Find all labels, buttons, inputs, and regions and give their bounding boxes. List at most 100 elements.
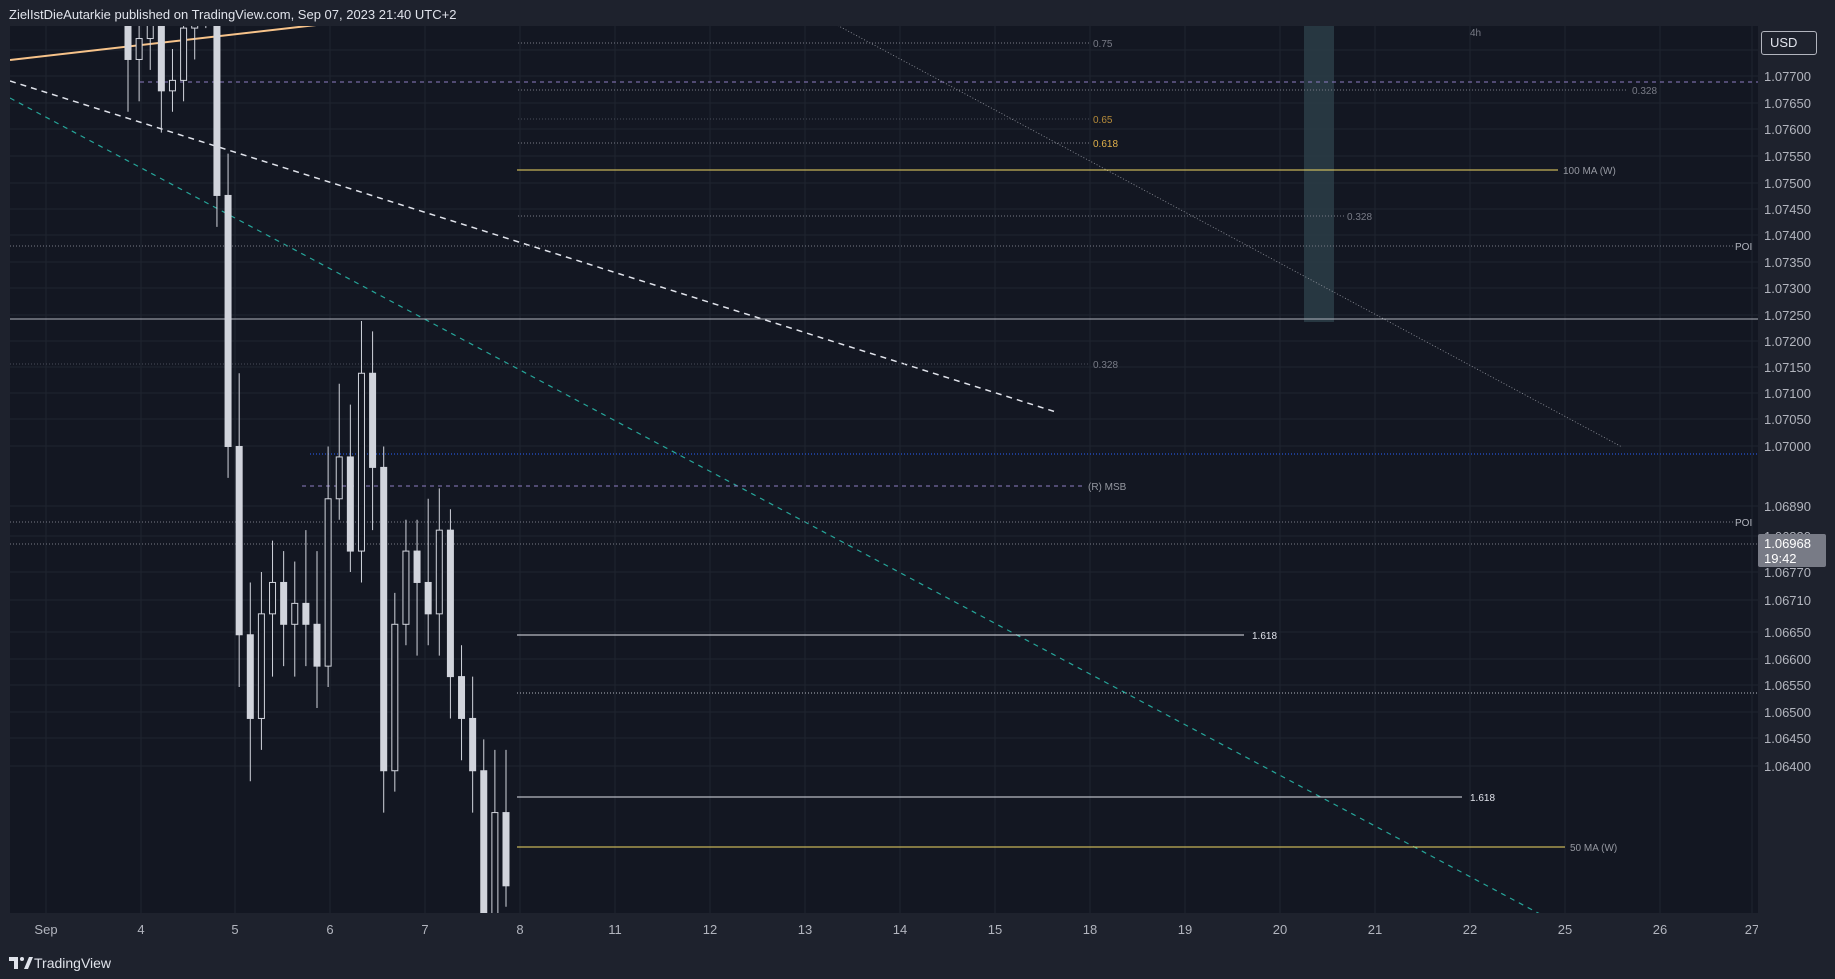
candle-body[interactable]	[413, 550, 421, 583]
time-tick-label: 14	[893, 922, 907, 937]
tradingview-logo-icon	[9, 957, 33, 969]
level-lines: 0.75 0.65 0.618 100 MA (W) 0.328 POI 0.328 (R) …	[10, 39, 1758, 854]
level-label: 1.618	[1470, 793, 1495, 804]
time-tick-label: 25	[1558, 922, 1572, 937]
price-tick-label: 1.06400	[1764, 759, 1811, 774]
price-tick-label: 1.07450	[1764, 202, 1811, 217]
currency-button[interactable]: USD	[1761, 31, 1817, 55]
candle-body[interactable]	[335, 456, 343, 500]
candle-body[interactable]	[280, 581, 288, 625]
chart-plot-area[interactable]: 0.75 0.65 0.618 100 MA (W) 0.328 POI 0.328 (R) …	[10, 26, 1758, 913]
candle-body[interactable]	[168, 79, 176, 92]
candles	[124, 26, 510, 913]
level-label: 0.328	[1093, 360, 1118, 371]
candle-body[interactable]	[458, 676, 466, 719]
level-label: 0.328	[1347, 212, 1372, 223]
price-tick-label: 1.07400	[1764, 228, 1811, 243]
price-tick-label: 1.07500	[1764, 176, 1811, 191]
price-tick-label: 1.06710	[1764, 593, 1811, 608]
candle-body[interactable]	[391, 623, 399, 772]
level-label: POI	[1735, 242, 1752, 253]
candle-body[interactable]	[124, 26, 132, 60]
time-tick-label: Sep	[34, 922, 57, 937]
white-dashed-trendline[interactable]	[10, 80, 1057, 413]
price-axis[interactable]: 1.077501.077001.076501.076001.075501.075…	[1758, 26, 1835, 913]
time-tick-label: 15	[988, 922, 1002, 937]
gray-dotted-trendline[interactable]	[835, 26, 1623, 448]
time-tick-label: 4	[137, 922, 144, 937]
candle-body[interactable]	[369, 372, 377, 468]
time-tick-label: 12	[703, 922, 717, 937]
price-tick-label: 1.07600	[1764, 122, 1811, 137]
level-label: 1.618	[1252, 631, 1277, 642]
candle-body[interactable]	[269, 581, 277, 615]
candle-body[interactable]	[213, 26, 221, 196]
time-tick-label: 5	[231, 922, 238, 937]
candle-body[interactable]	[135, 38, 143, 60]
interval-label: 4h	[1470, 28, 1481, 39]
footer: TradingView	[0, 945, 1835, 979]
candle-body[interactable]	[302, 602, 310, 625]
candle-body[interactable]	[502, 812, 510, 887]
candle-body[interactable]	[246, 634, 254, 719]
candle-body[interactable]	[224, 194, 232, 447]
time-tick-label: 22	[1463, 922, 1477, 937]
time-axis-svg: Sep 4 5 6 7 8 11 12 13 14 15 18 19 20 21 22 25 26 27	[34, 922, 1759, 937]
level-label: POI	[1735, 518, 1752, 529]
time-tick-label: 19	[1178, 922, 1192, 937]
price-tick-label: 1.06550	[1764, 678, 1811, 693]
time-tick-label: 21	[1368, 922, 1382, 937]
candle-body[interactable]	[480, 770, 488, 913]
price-tick-label: 1.07150	[1764, 360, 1811, 375]
level-label: 0.75	[1093, 39, 1113, 50]
time-axis[interactable]: Sep 4 5 6 7 8 11 12 13 14 15 18 19 20 21 22 25 26 27	[0, 913, 1759, 945]
level-label: 0.618	[1093, 139, 1118, 150]
price-tick-label: 1.07200	[1764, 334, 1811, 349]
candle-body[interactable]	[435, 529, 443, 615]
price-tick-label: 1.06890	[1764, 499, 1811, 514]
publisher-bar: ZielIstDieAutarkie published on TradingV…	[0, 0, 1835, 26]
price-tick-label: 1.07300	[1764, 281, 1811, 296]
price-tick-label: 1.06770	[1764, 565, 1811, 580]
time-tick-label: 13	[798, 922, 812, 937]
candle-body[interactable]	[469, 717, 477, 772]
chart-svg[interactable]: 0.75 0.65 0.618 100 MA (W) 0.328 POI 0.328 (R) …	[10, 26, 1758, 913]
time-tick-label: 8	[516, 922, 523, 937]
candle-body[interactable]	[180, 27, 188, 81]
candle-body[interactable]	[324, 498, 332, 667]
candle-body[interactable]	[157, 26, 165, 92]
price-tick-label: 1.07000	[1764, 439, 1811, 454]
time-tick-label: 27	[1745, 922, 1758, 937]
price-tick-label: 1.07250	[1764, 308, 1811, 323]
candle-body[interactable]	[446, 529, 454, 678]
time-tick-label: 11	[608, 922, 622, 937]
price-axis-svg: 1.077501.077001.076501.076001.075501.075…	[1764, 43, 1811, 774]
price-tick-label: 1.06500	[1764, 705, 1811, 720]
candle-body[interactable]	[346, 456, 354, 552]
candle-body[interactable]	[257, 613, 265, 719]
candle-body[interactable]	[402, 550, 410, 625]
price-tick-label: 1.07100	[1764, 386, 1811, 401]
time-tick-label: 7	[421, 922, 428, 937]
grid	[10, 26, 1758, 913]
level-label: 0.65	[1093, 115, 1113, 126]
candle-body[interactable]	[313, 623, 321, 667]
highlight-box[interactable]	[1304, 26, 1334, 322]
candle-body[interactable]	[424, 581, 432, 615]
candle-body[interactable]	[235, 445, 243, 636]
last-price: 1.06968	[1764, 536, 1811, 551]
candle-body[interactable]	[357, 372, 365, 552]
candle-body[interactable]	[191, 26, 199, 29]
price-tick-label: 1.06650	[1764, 625, 1811, 640]
drawings	[10, 26, 1623, 913]
price-tick-label: 1.07350	[1764, 255, 1811, 270]
price-tick-label: 1.06450	[1764, 731, 1811, 746]
candle-body[interactable]	[380, 466, 388, 772]
plot-background	[10, 26, 1758, 913]
candle-body[interactable]	[491, 812, 499, 913]
price-tick-label: 1.07050	[1764, 412, 1811, 427]
price-tick-label: 1.06600	[1764, 652, 1811, 667]
candle-body[interactable]	[146, 26, 154, 40]
candle-body[interactable]	[291, 602, 299, 625]
brand-name: TradingView	[34, 955, 112, 971]
